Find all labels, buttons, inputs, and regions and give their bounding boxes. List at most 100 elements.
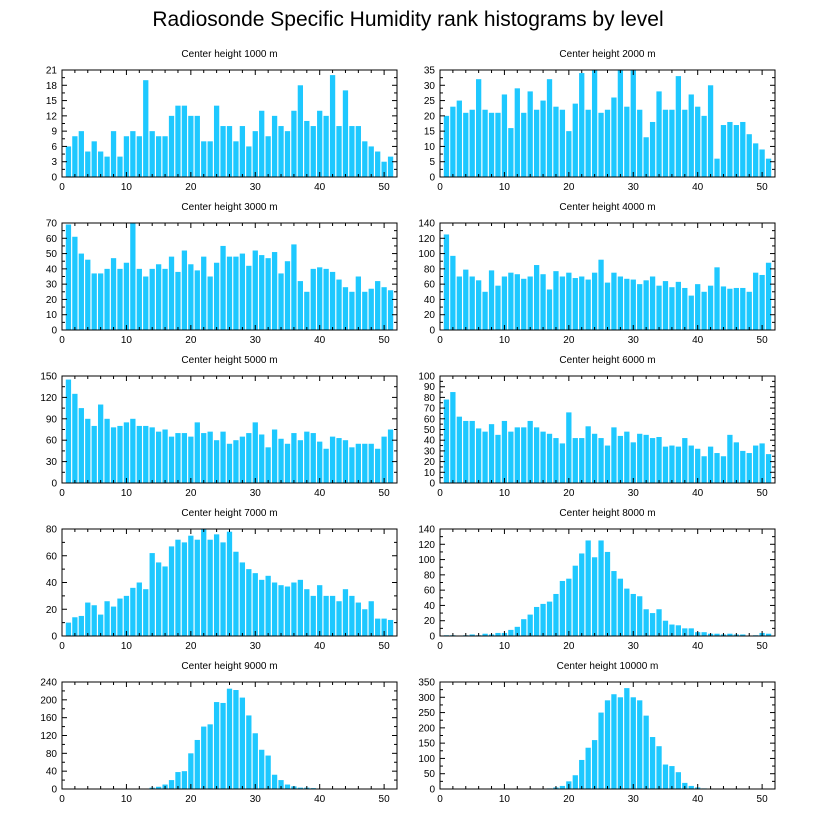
panel-title: Center height 3000 m [181, 202, 277, 213]
bar [246, 265, 252, 330]
bar [669, 445, 675, 483]
bar [604, 700, 611, 789]
bar [123, 136, 130, 177]
y-tick-label: 20 [424, 310, 436, 321]
bar [630, 279, 636, 330]
bar [617, 578, 624, 636]
bar [662, 109, 669, 177]
bar [759, 443, 765, 483]
bar [252, 573, 258, 636]
bar [682, 628, 688, 636]
bar [656, 436, 662, 483]
bar [91, 273, 97, 330]
bar [566, 578, 572, 636]
x-tick-label: 30 [250, 182, 262, 193]
bar [123, 262, 130, 330]
bar [362, 141, 368, 177]
bar [727, 434, 733, 483]
y-tick-label: 70 [424, 404, 436, 415]
bar [662, 281, 669, 330]
bar [533, 109, 540, 177]
y-tick-label: 100 [418, 754, 435, 765]
bar [297, 787, 303, 789]
y-tick-label: 0 [51, 326, 57, 337]
chart-panel-8: Center height 8000 m 0 10 20 30 40 50 0 20 40 60 80… [418, 508, 776, 652]
bar [207, 539, 213, 636]
bar [720, 125, 727, 177]
bar [598, 438, 604, 483]
bar [469, 420, 475, 483]
bar [259, 110, 265, 177]
bar [375, 618, 381, 636]
bar [181, 771, 188, 789]
bar [181, 542, 188, 637]
bar [521, 619, 527, 636]
bar [591, 272, 598, 330]
bar [707, 85, 714, 177]
bar [482, 431, 488, 483]
bar [617, 70, 624, 177]
bar [495, 112, 501, 177]
y-tick-label: 240 [40, 678, 57, 689]
bar [72, 393, 78, 483]
bar [591, 557, 598, 636]
bar [143, 276, 149, 330]
chart-panel-7: Center height 7000 m 0 10 20 30 40 50 0 20 40 60 80 [46, 508, 398, 652]
bar [278, 438, 284, 483]
bar [720, 286, 727, 330]
bar [469, 109, 475, 177]
bar [701, 291, 707, 330]
bar [765, 158, 772, 177]
bar [514, 88, 520, 177]
bar [213, 534, 220, 636]
bar [317, 441, 323, 483]
bar [110, 131, 117, 177]
bar [714, 267, 720, 330]
x-tick-label: 40 [314, 794, 326, 805]
y-tick-label: 140 [418, 219, 435, 230]
bar [572, 565, 578, 636]
bar [482, 109, 488, 177]
y-tick-label: 15 [424, 127, 436, 138]
bar [336, 438, 342, 483]
x-tick-label: 0 [437, 488, 443, 499]
chart-panel-5: Center height 5000 m 0 10 20 30 40 50 0 30 60 90 12… [40, 355, 398, 499]
bar [207, 431, 213, 483]
bar [604, 445, 611, 483]
bar [104, 601, 110, 636]
bar [688, 295, 694, 330]
bar [591, 740, 598, 789]
x-tick-label: 30 [250, 641, 262, 652]
y-tick-label: 0 [429, 326, 435, 337]
bar [265, 447, 271, 483]
bar [149, 427, 155, 483]
bar [130, 418, 136, 483]
bar [540, 431, 546, 483]
bar [656, 285, 662, 330]
x-tick-label: 10 [499, 182, 511, 193]
bar [342, 440, 349, 483]
bar [643, 715, 649, 789]
bar [579, 276, 585, 330]
bar [155, 264, 162, 330]
bar [514, 274, 520, 330]
y-tick-label: 150 [40, 372, 57, 383]
bar [304, 589, 310, 636]
y-tick-label: 60 [424, 586, 436, 597]
bar [656, 91, 662, 177]
bar [259, 749, 265, 789]
bar [508, 431, 514, 483]
x-tick-label: 0 [59, 182, 65, 193]
bar [572, 103, 578, 177]
x-tick-label: 20 [185, 182, 197, 193]
y-tick-label: 90 [424, 382, 436, 393]
bar [323, 268, 329, 330]
x-tick-label: 10 [121, 641, 133, 652]
bar [508, 629, 514, 636]
bar [675, 625, 681, 636]
bar [463, 112, 469, 177]
y-tick-label: 3 [51, 157, 57, 168]
bar [463, 269, 469, 330]
bar [246, 715, 252, 789]
bar [291, 244, 297, 330]
